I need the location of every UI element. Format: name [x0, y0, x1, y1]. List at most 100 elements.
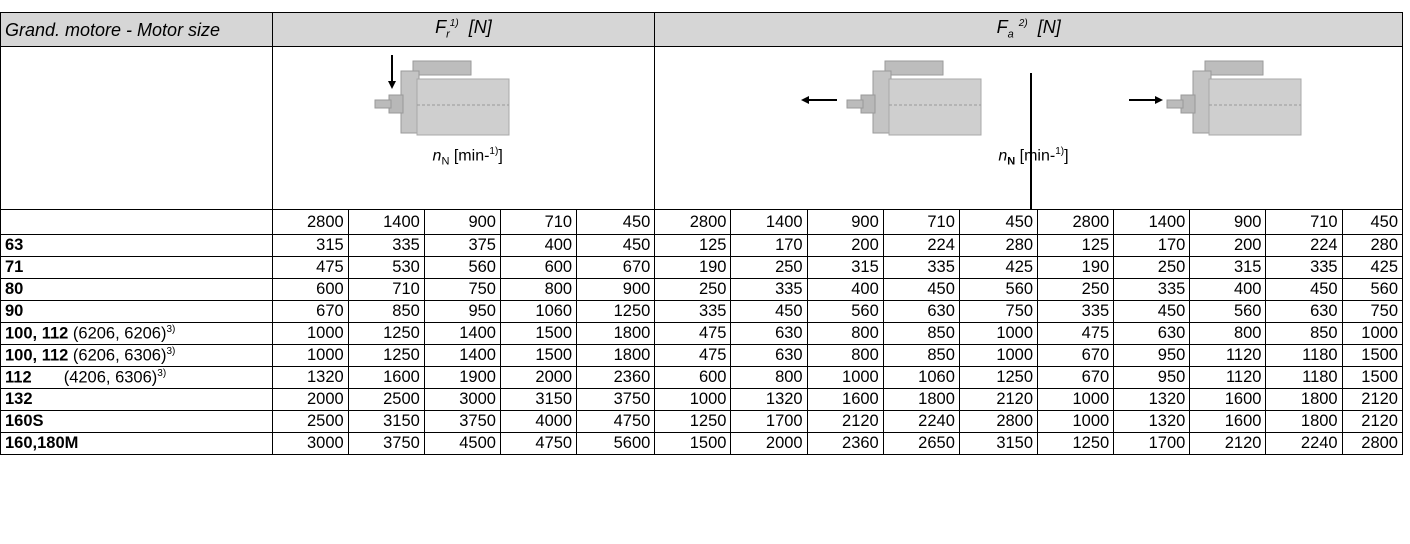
load-value-cell: 475 [654, 344, 732, 367]
load-value-cell: 560 [1341, 278, 1404, 301]
load-value-cell: 4750 [576, 410, 656, 433]
load-value-cell: 850 [882, 322, 960, 345]
axial-load-header: Fa 2) [N] [654, 12, 1403, 47]
load-value-cell: 1180 [1265, 344, 1343, 367]
speed-cell: 710 [882, 209, 960, 235]
motor-load-table: Grand. motore - Motor size Fr1) [N] Fa 2… [0, 12, 1404, 455]
load-value-cell: 3000 [271, 432, 349, 455]
load-value-cell: 1500 [654, 432, 732, 455]
motor-size-cell: 90 [0, 300, 273, 323]
load-value-cell: 3750 [347, 432, 425, 455]
load-value-cell: 2000 [271, 388, 349, 411]
load-value-cell: 1000 [271, 344, 349, 367]
load-value-cell: 670 [1037, 344, 1115, 367]
motor-size-cell: 112 (4206, 6306)3) [0, 366, 273, 389]
load-value-cell: 560 [423, 256, 501, 279]
load-value-cell: 170 [730, 234, 808, 257]
load-value-cell: 1500 [499, 344, 578, 367]
radial-illustration-cell: nN [min-1)] [271, 46, 656, 210]
speed-cell: 2800 [1037, 209, 1115, 235]
load-value-cell: 530 [347, 256, 425, 279]
illustration-row: nN [min-1)] [0, 46, 1403, 210]
load-value-cell: 2120 [958, 388, 1039, 411]
load-value-cell: 1000 [654, 388, 732, 411]
load-value-cell: 800 [806, 322, 884, 345]
motor-size-header: Grand. motore - Motor size [0, 12, 273, 47]
table-row: 90 670 850 950 1060 1250 335 450 560 630 750 335 450… [0, 300, 1404, 323]
load-value-cell: 1600 [1189, 388, 1267, 411]
motor-size-cell: 132 [0, 388, 273, 411]
load-value-cell: 3000 [423, 388, 501, 411]
load-value-cell: 2000 [499, 366, 578, 389]
speed-cell: 450 [1341, 209, 1404, 235]
motor-size-cell: 63 [0, 234, 273, 257]
load-value-cell: 800 [1189, 322, 1267, 345]
load-value-cell: 250 [654, 278, 732, 301]
load-value-cell: 600 [499, 256, 578, 279]
load-value-cell: 3150 [347, 410, 425, 433]
load-value-cell: 125 [1037, 234, 1115, 257]
load-value-cell: 1250 [347, 344, 425, 367]
table-row: 100, 112 (6206, 6306)3) 1000 1250 1400 1500 1… [0, 344, 1404, 367]
load-value-cell: 950 [423, 300, 501, 323]
load-value-cell: 335 [1037, 300, 1115, 323]
motor-size-cell: 100, 112 (6206, 6306)3) [0, 344, 273, 367]
load-value-cell: 710 [347, 278, 425, 301]
load-value-cell: 1400 [423, 322, 501, 345]
load-value-cell: 200 [1189, 234, 1267, 257]
load-value-cell: 2650 [882, 432, 960, 455]
load-value-cell: 375 [423, 234, 501, 257]
load-value-cell: 3150 [499, 388, 578, 411]
load-value-cell: 335 [347, 234, 425, 257]
load-value-cell: 250 [730, 256, 808, 279]
load-value-cell: 224 [882, 234, 960, 257]
table-row: 160,180M 3000 3750 4500 4750 5600 1500 2000 2360… [0, 432, 1404, 455]
load-value-cell: 560 [806, 300, 884, 323]
load-value-cell: 600 [654, 366, 732, 389]
load-value-cell: 3150 [958, 432, 1039, 455]
load-value-cell: 315 [271, 234, 349, 257]
load-value-cell: 1700 [1113, 432, 1191, 455]
load-value-cell: 3750 [423, 410, 501, 433]
load-value-cell: 200 [806, 234, 884, 257]
load-value-cell: 2360 [576, 366, 656, 389]
load-value-cell: 1600 [806, 388, 884, 411]
load-value-cell: 5600 [576, 432, 656, 455]
table-row: 112 (4206, 6306)3) 1320 1600 1900 2000 2360 60… [0, 366, 1404, 389]
table-row: 160S 2500 3150 3750 4000 4750 1250 1700 2120 2240… [0, 410, 1404, 433]
speed-row: 2800 1400 900 710 450 2800 1400 900 710 450 2800 14… [0, 209, 1404, 235]
load-value-cell: 1000 [271, 322, 349, 345]
load-value-cell: 1000 [1037, 410, 1115, 433]
motor-axial-load-left-icon [846, 60, 982, 136]
load-value-cell: 400 [499, 234, 578, 257]
load-value-cell: 1500 [499, 322, 578, 345]
load-value-cell: 450 [1113, 300, 1191, 323]
load-value-cell: 280 [958, 234, 1039, 257]
load-value-cell: 475 [271, 256, 349, 279]
table-row: 63 315 335 375 400 450 125 170 200 224 280 125 170 20… [0, 234, 1404, 257]
load-value-cell: 1000 [1037, 388, 1115, 411]
speed-cell: 1400 [730, 209, 808, 235]
illustration-empty-cell [0, 46, 273, 210]
load-value-cell: 1000 [958, 322, 1039, 345]
speed-cell: 710 [499, 209, 578, 235]
load-value-cell: 850 [1265, 322, 1343, 345]
load-value-cell: 630 [882, 300, 960, 323]
axial-illustration-cell: nN [min-1)] [654, 46, 1403, 210]
load-value-cell: 1800 [576, 344, 656, 367]
load-value-cell: 2500 [347, 388, 425, 411]
load-value-cell: 1600 [1189, 410, 1267, 433]
load-value-cell: 475 [1037, 322, 1115, 345]
load-value-cell: 335 [1113, 278, 1191, 301]
load-value-cell: 850 [347, 300, 425, 323]
load-value-cell: 2500 [271, 410, 349, 433]
load-value-cell: 450 [730, 300, 808, 323]
load-value-cell: 400 [806, 278, 884, 301]
load-value-cell: 2000 [730, 432, 808, 455]
speed-cell: 900 [423, 209, 501, 235]
load-value-cell: 800 [499, 278, 578, 301]
speed-cell: 1400 [1113, 209, 1191, 235]
motor-size-cell: 100, 112 (6206, 6206)3) [0, 322, 273, 345]
speed-cell: 900 [806, 209, 884, 235]
load-value-cell: 190 [1037, 256, 1115, 279]
